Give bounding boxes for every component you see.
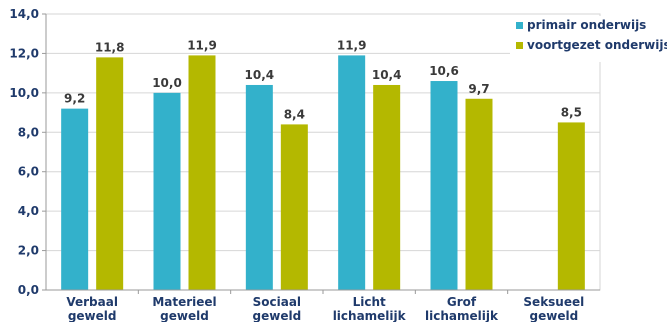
data-label: 9,7 <box>468 82 489 96</box>
data-label: 10,6 <box>429 64 459 78</box>
data-label: 8,4 <box>284 107 305 121</box>
y-tick-label: 14,0 <box>9 7 39 21</box>
x-tick-label-line: Materieel <box>152 295 216 309</box>
x-tick-label-line: geweld <box>160 309 209 322</box>
data-label: 11,9 <box>337 38 367 52</box>
y-tick-label: 12,0 <box>9 46 39 60</box>
bar <box>373 84 401 290</box>
y-tick-label: 2,0 <box>18 244 39 258</box>
y-axis: 0,0 2,0 4,0 6,0 8,0 10,0 12,0 14,0 <box>9 7 47 297</box>
legend-label: voortgezet onderwijs <box>527 38 667 52</box>
x-tick-label-line: geweld <box>530 309 579 322</box>
bar <box>280 124 308 291</box>
bar <box>96 57 124 290</box>
data-label: 11,9 <box>187 38 217 52</box>
x-tick-label: Seksueel geweld <box>523 295 584 322</box>
x-tick-label-line: Licht <box>353 295 386 309</box>
bar <box>245 84 273 290</box>
data-label: 8,5 <box>561 105 582 119</box>
x-tick-label: Licht lichamelijk <box>333 295 407 322</box>
x-tick-label: Sociaal geweld <box>253 295 302 322</box>
data-label: 10,4 <box>245 68 275 82</box>
legend: primair onderwijs voortgezet onderwijs <box>510 16 667 62</box>
x-tick-label-line: Seksueel <box>523 295 584 309</box>
x-tick-label: Grof lichamelijk <box>425 295 499 322</box>
x-tick-label-line: Verbaal <box>66 295 118 309</box>
bar <box>153 92 181 290</box>
y-tick-label: 0,0 <box>18 283 39 297</box>
x-tick-label-line: lichamelijk <box>425 309 499 322</box>
bars: 9,2 11,8 10,0 11,9 10,4 8,4 11,9 10,4 10,6 9,7 8,5 <box>61 38 585 291</box>
x-tick-label-line: geweld <box>253 309 302 322</box>
bar <box>338 55 366 291</box>
y-tick-label: 10,0 <box>9 86 39 100</box>
legend-swatch <box>516 42 523 49</box>
bar <box>465 98 493 291</box>
data-label: 9,2 <box>64 92 85 106</box>
bar <box>557 122 585 290</box>
data-label: 10,0 <box>152 76 182 90</box>
data-label: 11,8 <box>95 40 125 54</box>
x-tick-label-line: lichamelijk <box>333 309 407 322</box>
x-tick-label-line: Grof <box>447 295 477 309</box>
legend-label: primair onderwijs <box>527 18 646 32</box>
y-tick-label: 4,0 <box>18 204 39 218</box>
bar <box>188 55 216 291</box>
x-tick-label-line: geweld <box>68 309 117 322</box>
bar <box>430 81 458 291</box>
legend-swatch <box>516 22 523 29</box>
x-tick-label: Materieel geweld <box>152 295 216 322</box>
y-tick-label: 8,0 <box>18 125 39 139</box>
x-tick-label-line: Sociaal <box>253 295 301 309</box>
data-label: 10,4 <box>372 68 402 82</box>
y-tick-label: 6,0 <box>18 165 39 179</box>
x-tick-label: Verbaal geweld <box>66 295 118 322</box>
bar <box>61 108 89 290</box>
legend-box <box>510 16 662 62</box>
